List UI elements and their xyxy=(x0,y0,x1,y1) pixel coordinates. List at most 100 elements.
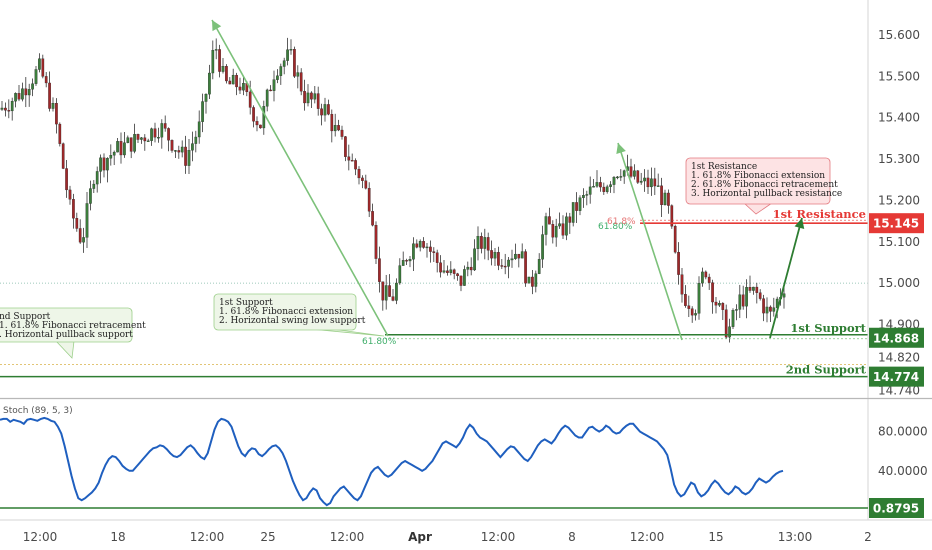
candle xyxy=(619,169,623,181)
candle xyxy=(177,145,181,159)
candle xyxy=(208,64,211,99)
candle xyxy=(395,278,398,305)
svg-text:14.774: 14.774 xyxy=(873,370,919,384)
candle xyxy=(102,153,106,178)
candle xyxy=(425,243,429,258)
candle xyxy=(75,212,79,232)
candle xyxy=(524,249,527,287)
candle xyxy=(160,119,164,149)
candle xyxy=(337,119,340,132)
candle xyxy=(476,226,480,261)
candle xyxy=(588,176,592,204)
candle xyxy=(140,136,143,144)
candle xyxy=(289,39,293,55)
note-line: 1st Support xyxy=(219,298,273,308)
time-tick-label: 25 xyxy=(260,530,275,544)
candle xyxy=(4,102,7,117)
time-tick-label: 12:00 xyxy=(23,530,58,544)
candle xyxy=(469,257,473,276)
candle xyxy=(595,170,599,188)
candle xyxy=(296,65,300,89)
candle xyxy=(673,224,677,254)
candle xyxy=(670,204,674,229)
candle xyxy=(347,144,351,171)
candle xyxy=(150,127,153,146)
candle xyxy=(602,182,606,195)
time-tick-label: Apr xyxy=(408,530,432,544)
candle xyxy=(313,86,317,104)
arrow-fib-extension-2[interactable] xyxy=(616,142,683,341)
candle xyxy=(61,142,65,170)
note-line: 1. 61.8% Fibonacci extension xyxy=(691,171,825,181)
note-line: . Horizontal pullback support xyxy=(0,330,133,340)
candle xyxy=(653,167,657,196)
candle xyxy=(503,253,507,275)
candle xyxy=(78,219,82,244)
candle xyxy=(616,176,619,180)
candle xyxy=(364,174,368,190)
candle xyxy=(558,212,561,229)
candle xyxy=(38,53,41,73)
candle xyxy=(442,260,446,274)
price-tick-label: 14.740 xyxy=(878,384,920,398)
candle xyxy=(48,71,51,112)
candle xyxy=(551,220,555,244)
candle xyxy=(255,116,259,132)
candle xyxy=(412,237,415,271)
candle xyxy=(599,176,602,192)
candle xyxy=(449,261,453,276)
candle xyxy=(772,297,776,317)
candle xyxy=(221,58,225,74)
candle xyxy=(660,177,663,217)
candle xyxy=(340,125,344,140)
candle xyxy=(374,221,378,264)
stoch-tick-label: 40.0000 xyxy=(878,464,928,478)
candle xyxy=(354,158,357,176)
candle xyxy=(690,306,694,323)
arrow-fib-extension-1[interactable] xyxy=(211,19,389,337)
candle xyxy=(310,91,313,109)
candle xyxy=(480,232,483,254)
candle xyxy=(517,253,521,268)
candle xyxy=(327,99,330,116)
candle xyxy=(231,68,235,85)
candle xyxy=(622,169,626,184)
candle xyxy=(731,308,735,330)
price-tick-label: 15.400 xyxy=(878,111,920,125)
candle xyxy=(174,150,177,158)
candle xyxy=(279,63,283,85)
fib-label: 61.80% xyxy=(598,222,633,232)
candle xyxy=(31,78,34,97)
candle xyxy=(544,212,548,246)
candle xyxy=(578,195,582,216)
candle xyxy=(497,246,500,271)
candle xyxy=(89,180,92,211)
candle xyxy=(27,83,31,107)
candle xyxy=(235,72,238,96)
candle xyxy=(99,154,102,184)
candle xyxy=(745,279,748,319)
candle xyxy=(248,80,252,115)
fib-label: 61.80% xyxy=(362,337,397,347)
candle xyxy=(184,135,187,174)
candle xyxy=(741,285,745,310)
candle xyxy=(201,93,204,133)
candle xyxy=(463,265,466,286)
time-axis[interactable]: 12:00 18 12:00 25 12:00 Apr 12:00 8 12:00 15 13:00… xyxy=(0,519,932,544)
fib-label: 61.8% xyxy=(607,217,636,227)
stoch-line xyxy=(0,416,784,507)
candle xyxy=(384,274,388,310)
candle xyxy=(82,227,85,253)
candle xyxy=(21,82,24,102)
note-line: 1. 61.8% Fibonacci retracement xyxy=(0,321,146,331)
candle xyxy=(85,191,89,249)
candle xyxy=(459,275,463,292)
price-axis[interactable]: 15.600 15.500 15.400 15.300 15.200 15.100 15.0… xyxy=(867,0,920,520)
candle xyxy=(439,255,442,278)
candle xyxy=(548,207,551,225)
arrow-projection-up[interactable] xyxy=(769,217,805,339)
